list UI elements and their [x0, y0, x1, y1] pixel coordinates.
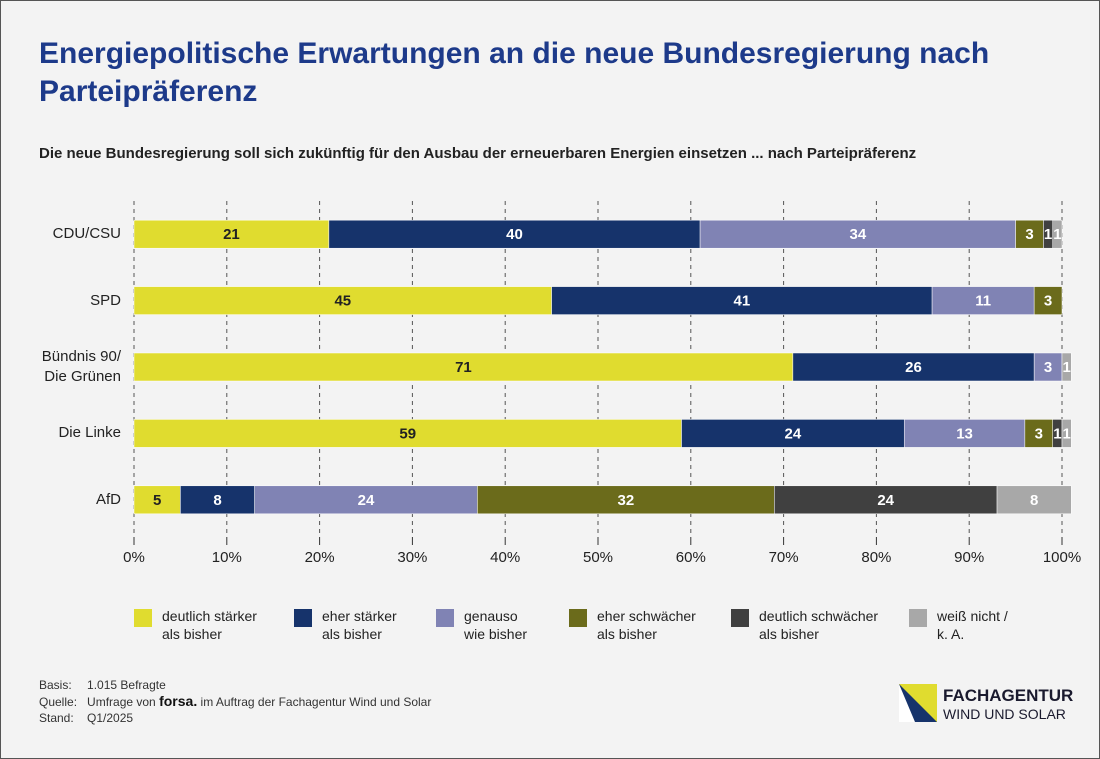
value-label: 1	[1044, 226, 1052, 243]
value-label: 40	[506, 226, 523, 243]
value-label: 24	[358, 492, 375, 509]
legend-label: deutlich schwächer als bisher	[759, 608, 879, 642]
x-tick-label: 10%	[212, 549, 242, 566]
value-label: 5	[153, 492, 161, 509]
value-label: 71	[455, 359, 472, 376]
bar-segment	[133, 419, 682, 448]
value-label: 34	[849, 226, 866, 243]
x-tick-label: 80%	[861, 549, 891, 566]
x-tick-label: 0%	[123, 549, 145, 566]
footer-label: Basis:	[39, 678, 72, 692]
y-tick-label: AfD	[95, 490, 121, 508]
legend-label: deutlich stärker als bisher	[162, 608, 257, 642]
y-tick-label: Die Linke	[58, 424, 121, 442]
value-label: 1	[1053, 425, 1061, 442]
bar-segment	[1015, 219, 1044, 249]
footer: Basis: 1.015 Befragte Quelle: Umfrage von …	[39, 677, 441, 726]
footer-text: Q1/2025	[87, 711, 134, 725]
logo-icon	[899, 684, 937, 722]
value-label: 8	[213, 492, 221, 509]
logo-text: WIND UND SOLAR	[943, 706, 1066, 722]
y-tick-label: CDU/CSU	[52, 225, 121, 243]
legend-swatch	[909, 609, 927, 627]
bar-segment	[1052, 219, 1063, 249]
logo-text: FACHAGENTUR	[943, 686, 1074, 705]
x-tick-label: 60%	[676, 549, 706, 566]
footer-table: Basis: 1.015 Befragte Quelle: Umfrage von …	[39, 677, 441, 726]
bar-segment	[774, 485, 998, 515]
chart-subtitle: Die neue Bundesregierung soll sich zukün…	[39, 145, 917, 162]
x-tick-label: 30%	[397, 549, 427, 566]
footer-text: Umfrage von forsa. im Auftrag der Fachag…	[87, 693, 441, 710]
bar-segment	[792, 352, 1035, 382]
source-suffix: im Auftrag der Fachagentur Wind und Sola…	[200, 695, 432, 709]
footer-text: 1.015 Befragte	[87, 678, 166, 692]
x-tick-label: 100%	[1043, 549, 1081, 566]
bar-segment	[254, 485, 478, 515]
value-label: 21	[223, 226, 240, 243]
value-label: 59	[399, 425, 416, 442]
legend-swatch	[134, 609, 152, 627]
bar-segment	[1024, 419, 1053, 448]
value-label: 8	[1030, 492, 1038, 509]
bar-segment	[996, 485, 1072, 515]
legend-label: genauso wie bisher	[464, 608, 528, 642]
value-label: 24	[877, 492, 894, 509]
bar-segment	[699, 219, 1016, 249]
x-tick-label: 70%	[769, 549, 799, 566]
value-label: 3	[1025, 226, 1033, 243]
x-tick-label: 40%	[490, 549, 520, 566]
value-label: 1	[1062, 359, 1070, 376]
value-label: 45	[334, 293, 351, 310]
footer-label: Quelle:	[39, 694, 78, 709]
value-label: 11	[975, 293, 991, 310]
value-label: 3	[1035, 425, 1043, 442]
legend-swatch	[294, 609, 312, 627]
value-label: 1	[1053, 226, 1061, 243]
value-label: 3	[1044, 293, 1052, 310]
legend-swatch	[569, 609, 587, 627]
x-tick-label: 20%	[305, 549, 335, 566]
value-label: 3	[1044, 359, 1052, 376]
value-label: 24	[785, 425, 802, 442]
x-tick-label: 90%	[954, 549, 984, 566]
value-label: 32	[617, 492, 634, 509]
source-brand: forsa.	[159, 693, 198, 709]
plot: 0% 10% 20% 30% 40% 50% 60% 70% 80% 90% 100% 21 40 34 3…	[123, 201, 1081, 566]
legend-swatch	[436, 609, 454, 627]
bar-segment	[328, 219, 701, 249]
bar-segment	[1061, 419, 1072, 448]
legend-label: eher stärker als bisher	[322, 608, 397, 642]
source-prefix: Umfrage von	[87, 695, 156, 709]
bar-segment	[1061, 352, 1072, 382]
value-label: 1	[1062, 425, 1070, 442]
bar-segment	[931, 286, 1035, 315]
bar-segment	[477, 485, 775, 515]
bar-segment	[681, 419, 905, 448]
y-tick-label: Bündnis 90/ Die Grünen	[41, 348, 121, 385]
value-label: 41	[733, 293, 750, 310]
x-tick-label: 50%	[583, 549, 613, 566]
footer-label: Stand:	[39, 711, 74, 725]
bar-segment	[180, 485, 255, 515]
value-label: 13	[956, 425, 973, 442]
legend-label: weiß nicht / k. A.	[937, 608, 1008, 642]
value-label: 26	[905, 359, 922, 376]
legend-label: eher schwächer als bisher	[597, 608, 696, 642]
chart-title: Energiepolitische Erwartungen an die neu…	[39, 37, 990, 108]
bar-segment	[551, 286, 933, 315]
bar-segment	[133, 219, 330, 249]
legend-swatch	[731, 609, 749, 627]
y-tick-label: SPD	[90, 291, 121, 309]
bar-segment	[1033, 286, 1063, 315]
bar-segment	[133, 286, 552, 315]
